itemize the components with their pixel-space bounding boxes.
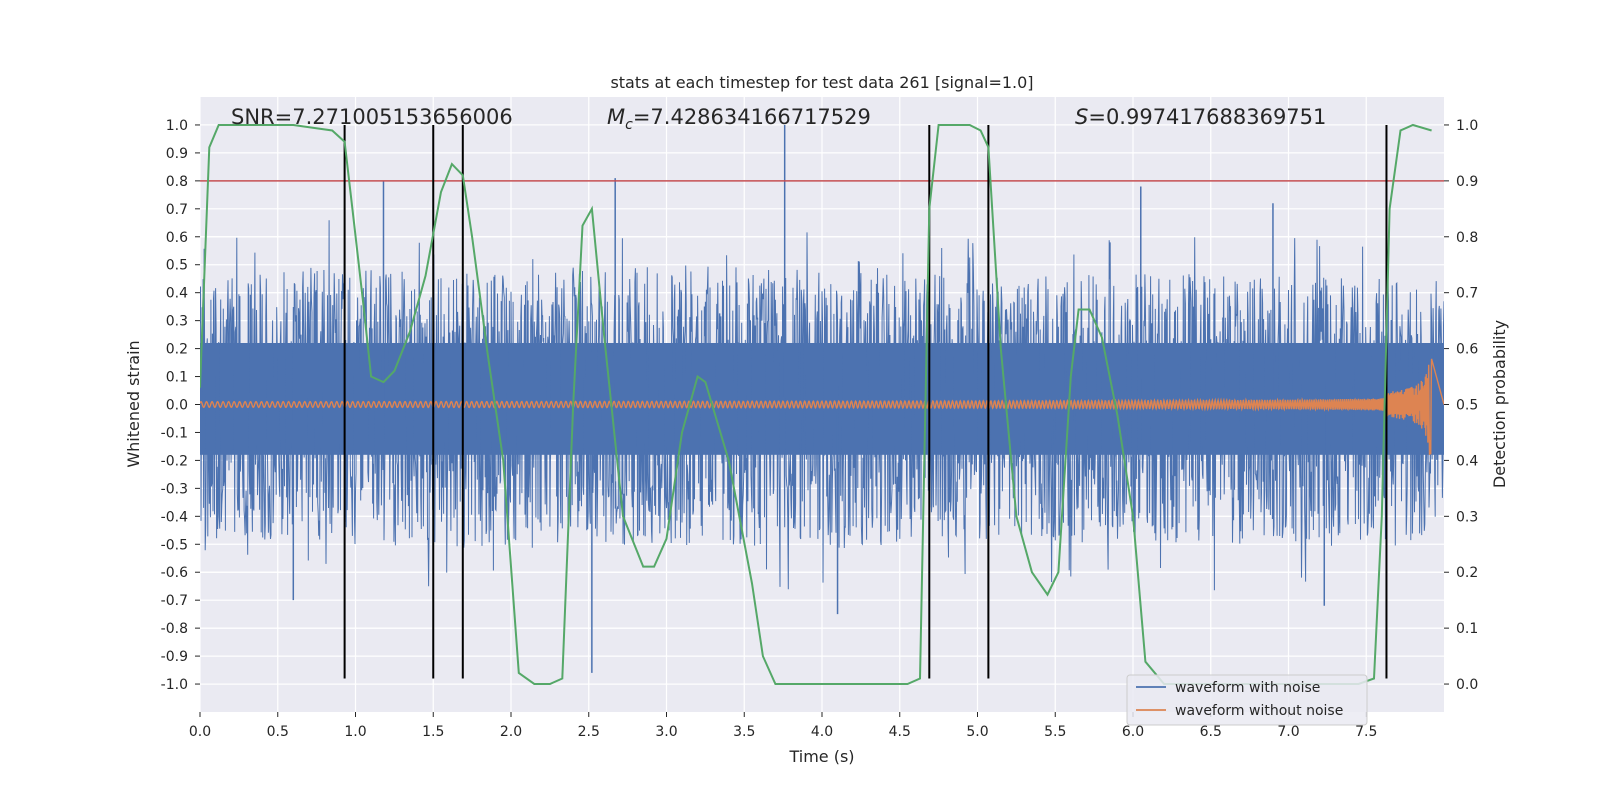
x-tick-label: 1.5	[422, 724, 444, 740]
y-axis-label: Whitened strain	[124, 340, 143, 467]
series-waveform-without-noise	[200, 358, 1444, 455]
probability-trace	[200, 123, 1432, 685]
chirp-mass-subscript: c	[625, 117, 633, 133]
y-tick-label: -0.2	[161, 453, 188, 469]
y-tick-label: 0.6	[166, 230, 188, 246]
y-tick-label: -0.6	[161, 565, 188, 581]
y-axis-ticks: 1.0 0.9 0.8 0.7 0.6 0.5 0.4 0.3 0.2 0.1 0.0 -0.1 -0.…	[161, 118, 200, 693]
y2-tick-label: 0.1	[1456, 621, 1478, 637]
x-tick-label: 6.5	[1200, 724, 1222, 740]
y-tick-label: 0.0	[166, 398, 188, 414]
x-axis-ticks: 0.0 0.5 1.0 1.5 2.0 2.5 3.0 3.5 4.0 4.5 5.0 5.5 6.0 6…	[189, 712, 1377, 740]
x-tick-label: 3.5	[733, 724, 755, 740]
y2-tick-label: 0.4	[1456, 453, 1478, 469]
y-tick-label: -0.5	[161, 537, 188, 553]
chirp-trace	[200, 358, 1444, 455]
y-tick-label: 0.9	[166, 146, 188, 162]
x-tick-label: 6.0	[1122, 724, 1144, 740]
x-tick-label: 5.0	[966, 724, 988, 740]
noise-trace	[200, 220, 1444, 591]
s-annotation: S=0.997417688369751	[1075, 105, 1326, 129]
snr-annotation: SNR=7.271005153656006	[231, 105, 513, 129]
y-tick-label: 0.3	[166, 314, 188, 330]
chirp-mass-symbol: M	[607, 105, 625, 129]
x-tick-label: 1.0	[344, 724, 366, 740]
series-detection-probability	[200, 123, 1432, 685]
y-tick-label: -1.0	[161, 677, 188, 693]
y2-axis-label: Detection probability	[1490, 320, 1509, 488]
y2-tick-label: 0.2	[1456, 565, 1478, 581]
x-tick-label: 4.5	[889, 724, 911, 740]
x-tick-label: 4.0	[811, 724, 833, 740]
x-tick-label: 2.5	[578, 724, 600, 740]
x-tick-label: 3.0	[655, 724, 677, 740]
y-tick-label: -0.1	[161, 425, 188, 441]
legend-label-noise: waveform with noise	[1175, 680, 1320, 696]
x-tick-label: 5.5	[1044, 724, 1066, 740]
s-symbol: S	[1075, 105, 1088, 129]
x-axis-label: Time (s)	[788, 747, 854, 766]
y2-tick-label: 0.3	[1456, 509, 1478, 525]
x-tick-label: 7.5	[1355, 724, 1377, 740]
y-tick-label: -0.7	[161, 593, 188, 609]
y-tick-label: 0.1	[166, 370, 188, 386]
s-value: =0.997417688369751	[1088, 105, 1326, 129]
chirp-mass-annotation: Mc=7.428634166717529	[607, 105, 871, 133]
y2-tick-label: 0.9	[1456, 174, 1478, 190]
y2-tick-label: 0.8	[1456, 230, 1478, 246]
y2-tick-label: 0.7	[1456, 286, 1478, 302]
y-tick-label: -0.9	[161, 649, 188, 665]
chart-title: stats at each timestep for test data 261…	[610, 73, 1033, 92]
y2-tick-label: 0.6	[1456, 342, 1478, 358]
y-tick-label: 0.8	[166, 174, 188, 190]
legend-box	[1126, 674, 1368, 726]
y-tick-label: 0.2	[166, 342, 188, 358]
y-tick-label: 1.0	[166, 118, 188, 134]
x-tick-label: 2.0	[500, 724, 522, 740]
y-tick-label: -0.8	[161, 621, 188, 637]
legend: waveform with noise waveform without noi…	[1126, 674, 1368, 726]
y-tick-label: -0.4	[161, 509, 188, 525]
x-tick-label: 0.0	[189, 724, 211, 740]
legend-label-clean: waveform without noise	[1175, 703, 1343, 719]
y2-tick-label: 0.5	[1456, 398, 1478, 414]
x-tick-label: 7.0	[1277, 724, 1299, 740]
chirp-mass-value: =7.428634166717529	[633, 105, 871, 129]
y2-tick-label: 0.0	[1456, 677, 1478, 693]
series-waveform-with-noise	[200, 124, 1444, 673]
x-tick-label: 0.5	[267, 724, 289, 740]
y-tick-label: 0.7	[166, 202, 188, 218]
y2-tick-label: 1.0	[1456, 118, 1478, 134]
y-tick-label: 0.5	[166, 258, 188, 274]
y2-axis-ticks: 1.0 0.9 0.8 0.7 0.6 0.5 0.4 0.3 0.2 0.1 0.0	[1444, 118, 1478, 693]
y-tick-label: 0.4	[166, 286, 188, 302]
y-tick-label: -0.3	[161, 481, 188, 497]
